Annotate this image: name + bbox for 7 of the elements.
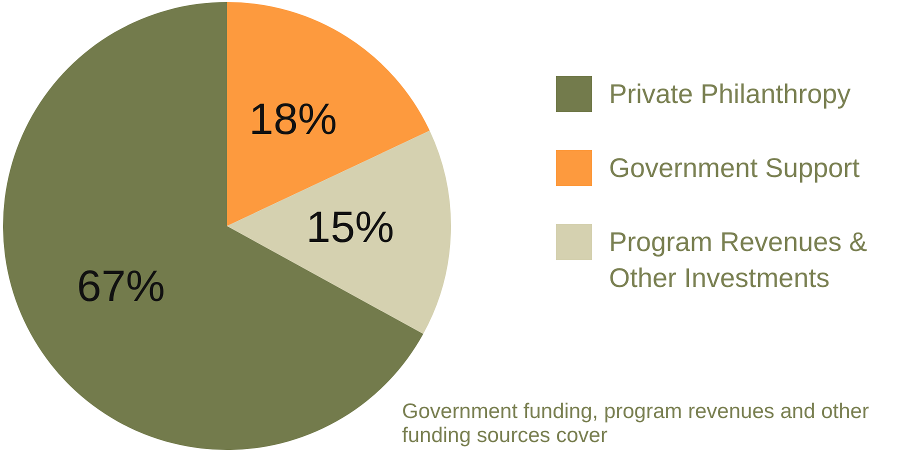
text: Government funding, program revenues and other funding sources cover <box>402 400 870 448</box>
data-label: 18% <box>248 95 338 144</box>
legend-label: Government Support <box>609 152 861 185</box>
legend-label: Program Revenues & Other Investments <box>609 226 868 295</box>
data-label: 15% <box>306 203 394 252</box>
data-label: 67% <box>76 262 165 311</box>
legend-label: Private Philanthropy <box>609 78 852 111</box>
